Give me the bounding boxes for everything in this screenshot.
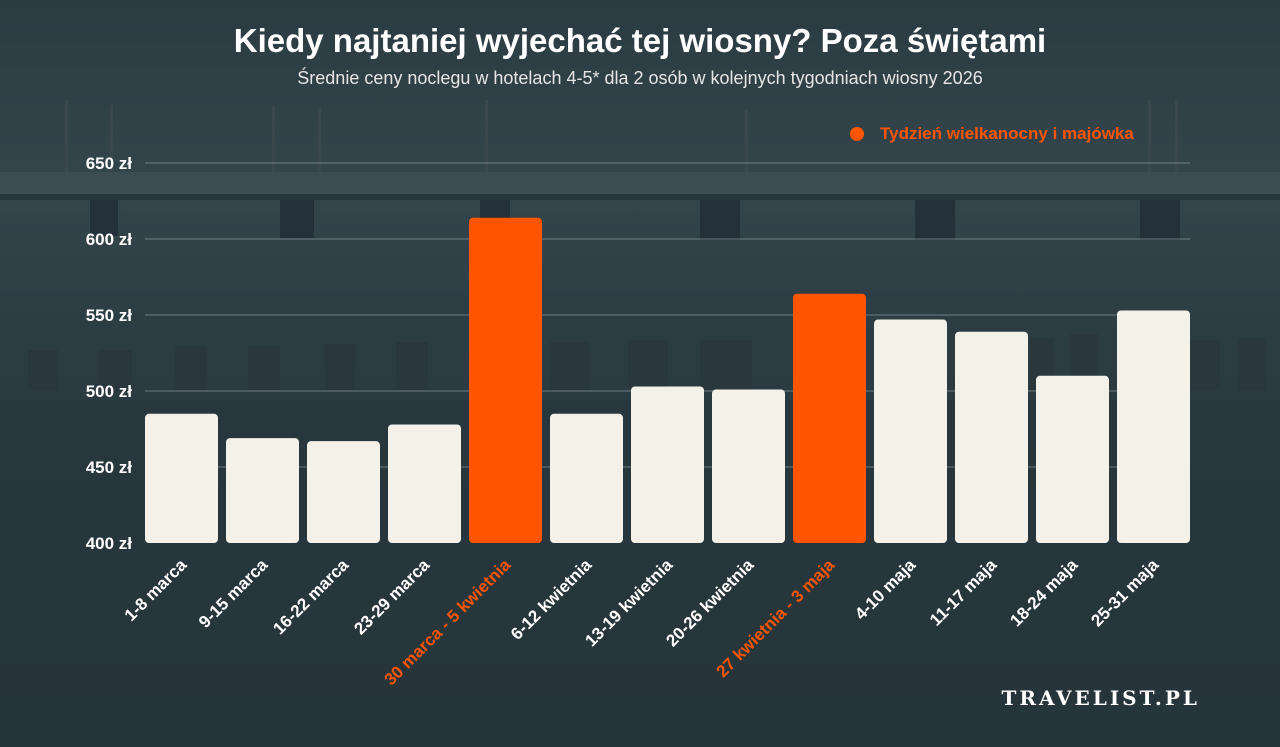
bar-6	[550, 413, 623, 543]
legend-label: Tydzień wielkanocny i majówka	[880, 124, 1134, 143]
bar-1	[145, 413, 218, 543]
y-tick-label: 550 zł	[86, 306, 133, 325]
bar-4	[388, 424, 461, 543]
x-tick-label: 6-12 kwietnia	[507, 555, 596, 644]
x-tick-label: 4-10 maja	[851, 555, 920, 624]
x-tick-label: 25-31 maja	[1087, 555, 1162, 630]
y-tick-label: 500 zł	[86, 382, 133, 401]
x-tick-label: 1-8 marca	[121, 555, 191, 625]
bar-13	[1117, 310, 1190, 543]
y-tick-label: 650 zł	[86, 154, 133, 173]
bar-2	[226, 438, 299, 543]
bar-10	[874, 319, 947, 543]
bar-8	[712, 389, 785, 543]
bar-9	[793, 293, 866, 543]
chart-title: Kiedy najtaniej wyjechać tej wiosny? Poz…	[233, 22, 1047, 59]
y-tick-label: 400 zł	[86, 534, 133, 553]
bar-7	[631, 386, 704, 543]
brand-logo: TRAVELIST.PL	[1001, 686, 1200, 710]
y-axis-ticks: 400 zł 450 zł 500 zł 550 zł 600 zł 650 zł	[86, 154, 133, 553]
chart-subtitle: Średnie ceny noclegu w hotelach 4-5* dla…	[297, 68, 983, 88]
bar-12	[1036, 375, 1109, 543]
x-tick-label: 23-29 marca	[350, 555, 433, 638]
legend-dot-icon	[850, 127, 864, 141]
bars	[145, 217, 1190, 543]
x-tick-label: 16-22 marca	[269, 555, 352, 638]
x-tick-label: 11-17 maja	[926, 555, 1001, 630]
y-tick-label: 600 zł	[86, 230, 133, 249]
bar-11	[955, 331, 1028, 543]
legend: Tydzień wielkanocny i majówka	[850, 124, 1134, 144]
bar-5	[469, 217, 542, 543]
x-tick-label: 18-24 maja	[1006, 555, 1081, 630]
y-tick-label: 450 zł	[86, 458, 133, 477]
bar-3	[307, 441, 380, 543]
x-tick-label: 9-15 marca	[195, 555, 272, 632]
